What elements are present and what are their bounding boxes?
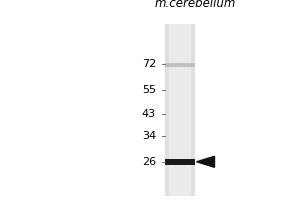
Polygon shape [196, 156, 214, 167]
Bar [165, 63, 195, 67]
Text: 72: 72 [142, 59, 156, 69]
Text: 43: 43 [142, 109, 156, 119]
Bar [169, 24, 190, 196]
Bar [165, 159, 195, 165]
Bar [0, 24, 300, 196]
Text: 34: 34 [142, 131, 156, 141]
Text: m.cerebellum: m.cerebellum [154, 0, 236, 10]
Text: 26: 26 [142, 157, 156, 167]
Text: 55: 55 [142, 85, 156, 95]
Bar [165, 24, 195, 196]
